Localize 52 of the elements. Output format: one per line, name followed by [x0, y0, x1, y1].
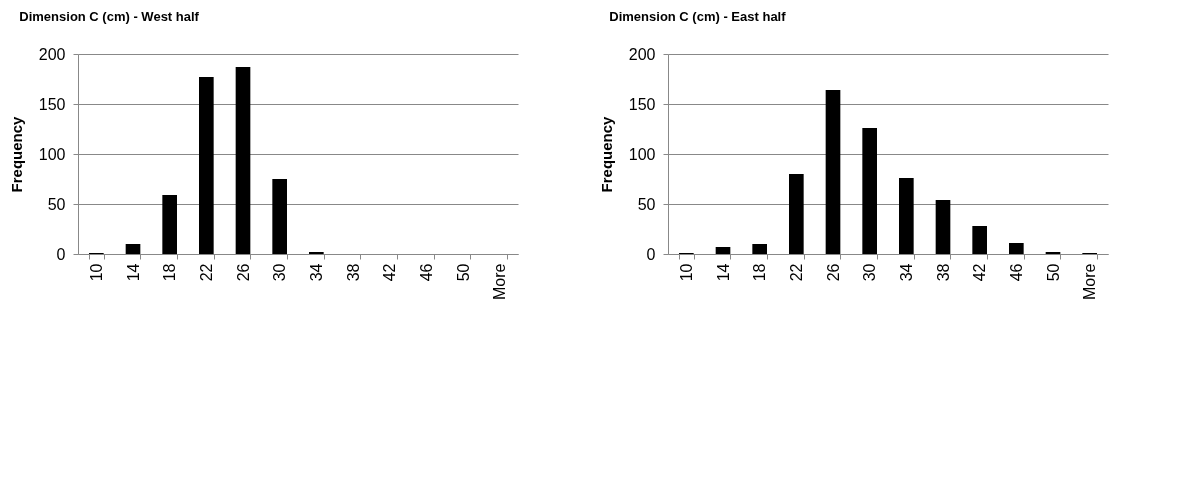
- chart-title: Dimension C (cm) - West half: [19, 9, 200, 24]
- bar: [235, 67, 251, 254]
- bar: [162, 195, 177, 254]
- x-tick-label: 14: [714, 263, 732, 282]
- bar: [825, 90, 841, 254]
- y-tick-label: 200: [38, 45, 66, 63]
- x-tick-label: 30: [271, 263, 289, 282]
- x-tick-label: 50: [1044, 263, 1062, 282]
- y-tick-label: 50: [637, 195, 656, 213]
- x-tick-label: 38: [344, 263, 362, 282]
- x-tick-label: More: [1081, 263, 1099, 300]
- y-axis-title: Frequency: [597, 115, 615, 193]
- x-tick-label: 34: [897, 263, 915, 282]
- bar: [1009, 243, 1024, 254]
- x-tick-label: 10: [677, 263, 695, 282]
- x-tick-label: 26: [234, 263, 252, 282]
- bar: [752, 244, 767, 254]
- bar: [272, 179, 287, 254]
- y-tick-label: 150: [628, 95, 656, 113]
- x-tick-label: 18: [751, 263, 769, 282]
- x-tick-label: 42: [381, 263, 399, 282]
- x-tick-label: 46: [1007, 263, 1025, 282]
- x-tick-label: 22: [197, 263, 215, 282]
- y-axis-title: Frequency: [7, 115, 25, 193]
- y-tick-label: 0: [56, 245, 66, 263]
- x-tick-label: 26: [824, 263, 842, 282]
- bar: [972, 226, 987, 254]
- x-tick-label: 30: [861, 263, 879, 282]
- bar: [715, 247, 731, 254]
- y-tick-label: 0: [646, 245, 656, 263]
- y-tick-label: 150: [38, 95, 66, 113]
- bar: [899, 178, 914, 254]
- x-tick-label: More: [491, 263, 509, 300]
- x-tick-label: 22: [787, 263, 805, 282]
- x-tick-label: 14: [124, 263, 142, 282]
- x-tick-label: 38: [934, 263, 952, 282]
- bar: [789, 174, 804, 254]
- x-tick-label: 34: [307, 263, 325, 282]
- bar: [125, 244, 141, 254]
- y-tick-label: 200: [628, 45, 656, 63]
- chart-title: Dimension C (cm) - East half: [609, 9, 787, 24]
- x-tick-label: 50: [454, 263, 472, 282]
- bar: [862, 128, 877, 254]
- x-tick-label: 42: [971, 263, 989, 282]
- y-tick-label: 50: [47, 195, 66, 213]
- x-tick-label: 18: [161, 263, 179, 282]
- bar: [935, 200, 951, 254]
- y-tick-label: 100: [38, 145, 66, 163]
- y-tick-label: 100: [628, 145, 656, 163]
- x-tick-label: 46: [417, 263, 435, 282]
- bar: [199, 77, 214, 254]
- x-tick-label: 10: [87, 263, 105, 282]
